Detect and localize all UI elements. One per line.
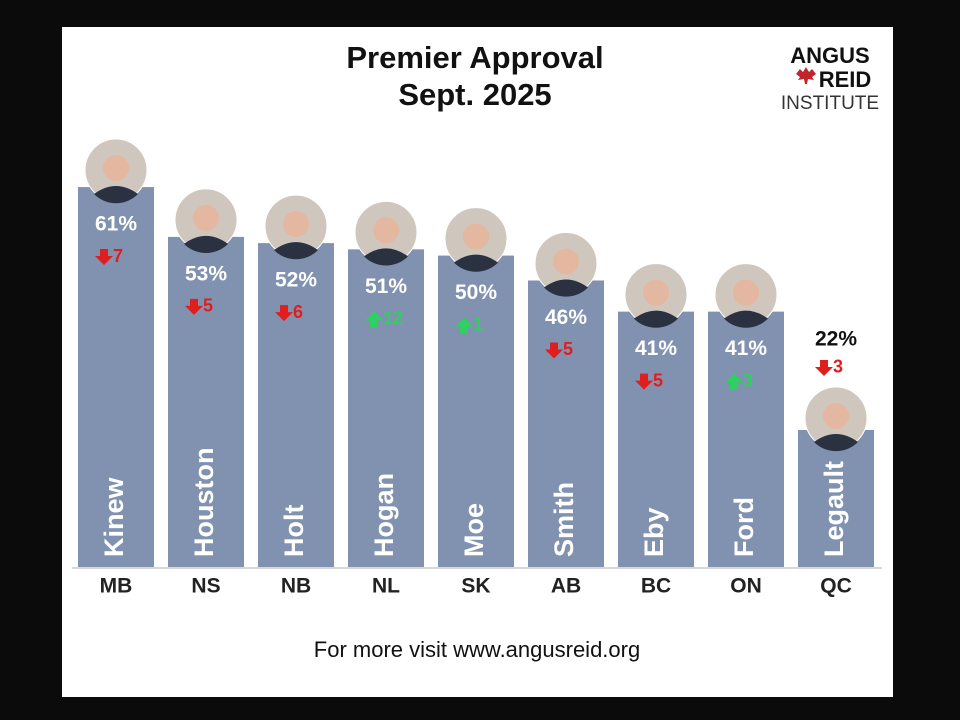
x-tick-label: NS (191, 575, 220, 598)
change-arrow (725, 373, 743, 390)
value-label: 52% (275, 269, 317, 292)
premier-name: Eby (639, 507, 669, 557)
logo-text: REID (819, 67, 872, 92)
photo-face (103, 155, 129, 182)
change-label: 3 (833, 357, 843, 377)
change-arrow (185, 298, 203, 315)
change-arrow (275, 305, 293, 322)
change-label: 3 (743, 370, 753, 390)
photo-face (733, 279, 759, 306)
change-label: 1 (473, 314, 483, 334)
value-label: 51% (365, 275, 407, 298)
premier-name: Houston (189, 448, 219, 557)
change-arrow (545, 342, 563, 359)
change-label: 5 (203, 296, 213, 316)
logo-text: ANGUS (790, 43, 869, 68)
change-arrow (95, 249, 113, 266)
photo-face (283, 211, 309, 238)
bar (528, 280, 604, 567)
bar (708, 311, 784, 567)
footer: For more visit www.angusreid.org (314, 637, 640, 662)
photo-suit (814, 433, 858, 452)
chart-subtitle: Sept. 2025 (398, 77, 551, 112)
logo-leaf (796, 67, 816, 84)
value-label: 61% (95, 213, 137, 236)
x-tick-label: QC (820, 575, 852, 598)
premier-name: Holt (279, 505, 309, 557)
bar (798, 429, 874, 567)
change-arrow (635, 373, 653, 390)
logo-text: INSTITUTE (781, 93, 879, 114)
x-tick-label: MB (100, 575, 133, 598)
chart-title: Premier Approval (346, 40, 603, 75)
change-label: 12 (383, 308, 403, 328)
photo-face (463, 223, 489, 250)
photo-suit (634, 310, 678, 328)
x-tick-label: AB (551, 575, 581, 598)
photo-suit (454, 254, 498, 272)
photo-suit (544, 279, 588, 297)
x-tick-label: NL (372, 575, 400, 598)
value-label: 41% (635, 337, 677, 360)
photo-suit (274, 242, 318, 260)
x-tick-label: ON (730, 575, 762, 598)
bar (438, 255, 514, 568)
premier-name: Kinew (99, 476, 129, 557)
value-label: 41% (725, 337, 767, 360)
change-label: 6 (293, 302, 303, 322)
bar (168, 236, 244, 567)
premier-name: Smith (549, 482, 579, 557)
x-tick-label: NB (281, 575, 311, 598)
change-arrow (455, 317, 473, 334)
x-tick-label: SK (461, 575, 490, 598)
photo-face (553, 248, 579, 275)
change-label: 5 (563, 339, 573, 359)
change-arrow (365, 311, 383, 328)
change-label: 5 (653, 370, 663, 390)
change-label: 7 (113, 246, 123, 266)
photo-face (193, 204, 219, 231)
x-tick-label: BC (641, 575, 671, 598)
photo-suit (364, 248, 408, 266)
photo-face (373, 217, 399, 244)
premier-name: Hogan (369, 473, 399, 557)
value-label: 50% (455, 281, 497, 304)
value-label: 22% (815, 328, 857, 351)
bar (78, 187, 154, 568)
photo-face (823, 402, 849, 429)
premier-name: Ford (729, 497, 759, 557)
change-arrow (815, 359, 833, 376)
photo-suit (724, 310, 768, 328)
bar (618, 311, 694, 567)
bar (258, 243, 334, 567)
photo-suit (184, 235, 228, 254)
value-label: 53% (185, 262, 227, 285)
premier-name: Legault (819, 461, 849, 557)
photo-suit (94, 186, 138, 204)
premier-name: Moe (459, 503, 489, 557)
value-label: 46% (545, 306, 587, 329)
photo-face (643, 279, 669, 306)
bar (348, 249, 424, 568)
